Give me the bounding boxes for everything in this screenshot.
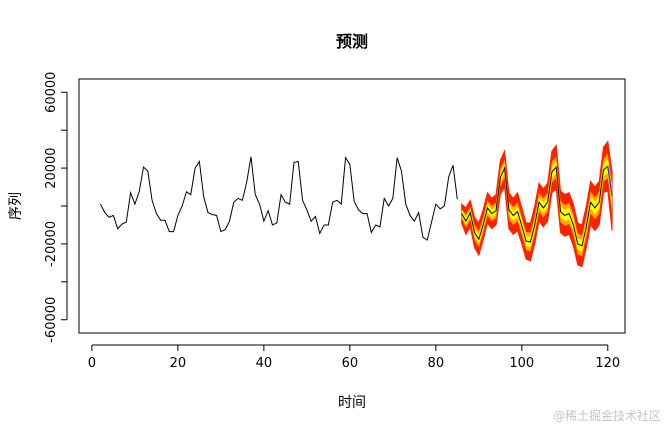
forecast-series-line [461,165,613,247]
x-tick-label: 100 [509,356,534,371]
x-tick-label: 80 [428,356,445,371]
prediction-bands [461,140,613,268]
forecast-end-segment [607,166,613,197]
x-tick-label: 20 [170,356,187,371]
y-tick-label: 20000 [44,147,59,188]
axes: 0 20 40 60 80 100 120 60000 20000 -20000 -60000 [44,72,620,371]
y-tick-label: -60000 [44,297,59,343]
x-tick-label: 120 [595,356,620,371]
y-axis-label: 序列 [8,192,24,220]
series-lines [100,156,613,247]
chart-title: 预测 [336,32,368,51]
x-tick-label: 40 [256,356,273,371]
x-tick-label: 60 [342,356,359,371]
history-series-line [100,156,458,241]
y-tick-label: -20000 [44,221,59,267]
x-axis-label: 时间 [338,395,366,411]
watermark: @稀土掘金技术社区 [553,408,661,423]
x-tick-label: 0 [88,356,96,371]
plot-frame [78,78,626,334]
y-tick-label: 60000 [44,72,59,113]
